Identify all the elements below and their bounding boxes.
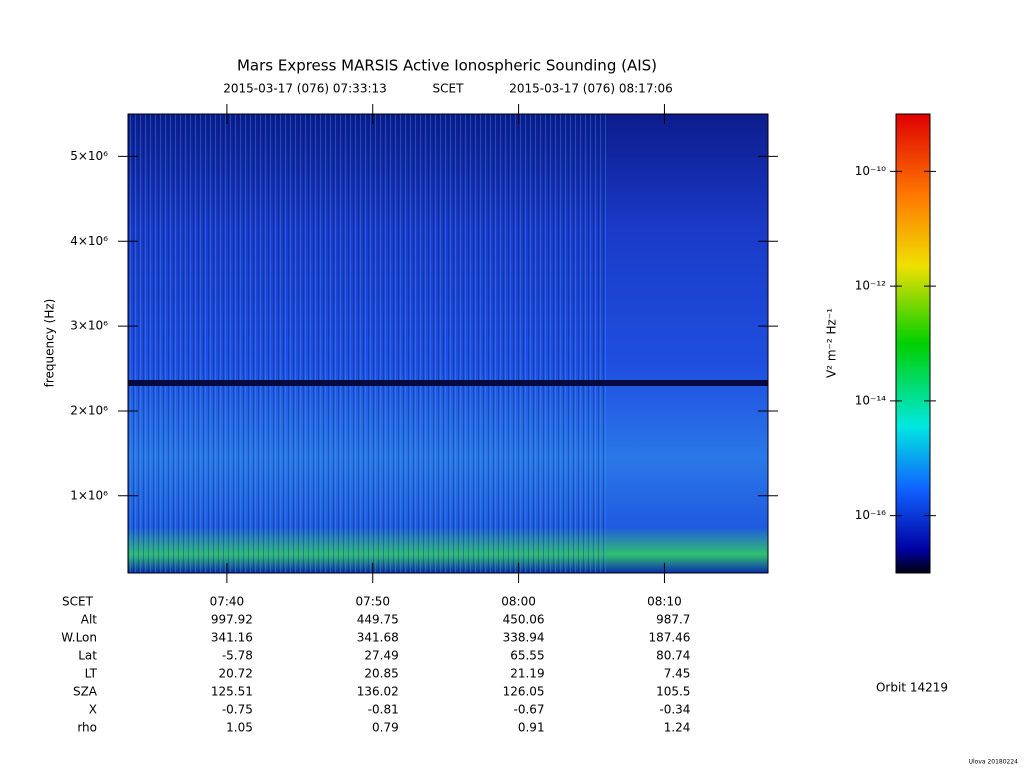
ephemeris-value: 20.85 [364,667,398,681]
ephemeris-value: 1.05 [226,721,253,735]
x-tick-label: 08:10 [647,595,682,609]
ephemeris-value: 105.5 [656,685,690,699]
ephemeris-value: -0.34 [659,703,690,717]
time-end: 2015-03-17 (076) 08:17:06 [509,82,673,96]
ephemeris-value: 997.92 [211,613,253,627]
ephemeris-value: 136.02 [357,685,399,699]
colorbar-tick-label: 10⁻¹² [855,279,886,293]
ephemeris-value: 450.06 [503,613,545,627]
ephemeris-value: 1.24 [664,721,691,735]
time-start: 2015-03-17 (076) 07:33:13 [223,82,387,96]
ephemeris-value: 21.19 [510,667,544,681]
y-tick-label: 3×10⁶ [70,319,108,333]
ephemeris-value: 20.72 [219,667,253,681]
ephemeris-name: Lat [78,649,97,663]
ephemeris-value: -0.75 [222,703,253,717]
ephemeris-value: 27.49 [364,649,398,663]
ephemeris-value: 338.94 [503,631,545,645]
colorbar-tick-label: 10⁻¹⁰ [855,164,886,178]
y-tick-label: 5×10⁶ [70,149,108,163]
ephemeris-value: 341.68 [357,631,399,645]
ephemeris-name: W.Lon [61,631,97,645]
ephemeris-value: 449.75 [357,613,399,627]
ephemeris-value: 187.46 [648,631,690,645]
x-tick-label: 07:40 [210,595,245,609]
colorbar-tick-label: 10⁻¹⁴ [855,393,886,407]
y-tick-label: 4×10⁶ [70,234,108,248]
ephemeris-value: -0.81 [368,703,399,717]
orbit: Orbit 14219 [876,681,948,695]
x-tick-label: 07:50 [355,595,390,609]
plot-frame [127,113,769,574]
ephemeris-value: 125.51 [211,685,253,699]
colorbar-label: V² m⁻² Hz⁻¹ [825,308,839,378]
spectrogram-texture [128,114,608,573]
ephemeris-value: 341.16 [211,631,253,645]
ephemeris-value: 7.45 [664,667,691,681]
ephemeris-header: SCET [62,595,94,609]
y-axis-label: frequency (Hz) [43,299,57,388]
spectrogram-band [128,380,768,386]
ephemeris-name: Alt [81,613,98,627]
colorbar [895,113,931,574]
x-tick-label: 08:00 [501,595,536,609]
ephemeris-name: rho [77,721,97,735]
colorbar-tick-label: 10⁻¹⁶ [855,508,886,522]
ephemeris-value: 0.79 [372,721,399,735]
ephemeris-name: X [89,703,97,717]
y-tick-label: 2×10⁶ [70,403,108,417]
ephemeris-value: 126.05 [503,685,545,699]
y-tick-label: 1×10⁶ [70,488,108,502]
ephemeris-value: 65.55 [510,649,544,663]
ephemeris-name: LT [85,667,98,681]
ephemeris-value: -0.67 [514,703,545,717]
chart-title: Mars Express MARSIS Active Ionospheric S… [237,57,657,75]
time-label: SCET [433,82,465,96]
ephemeris-value: 80.74 [656,649,690,663]
ephemeris-value: 0.91 [518,721,545,735]
ephemeris-name: SZA [73,685,98,699]
ephemeris-value: -5.78 [222,649,253,663]
ephemeris-value: 987.7 [656,613,690,627]
credit: Ulova 20180224 [969,759,1019,766]
